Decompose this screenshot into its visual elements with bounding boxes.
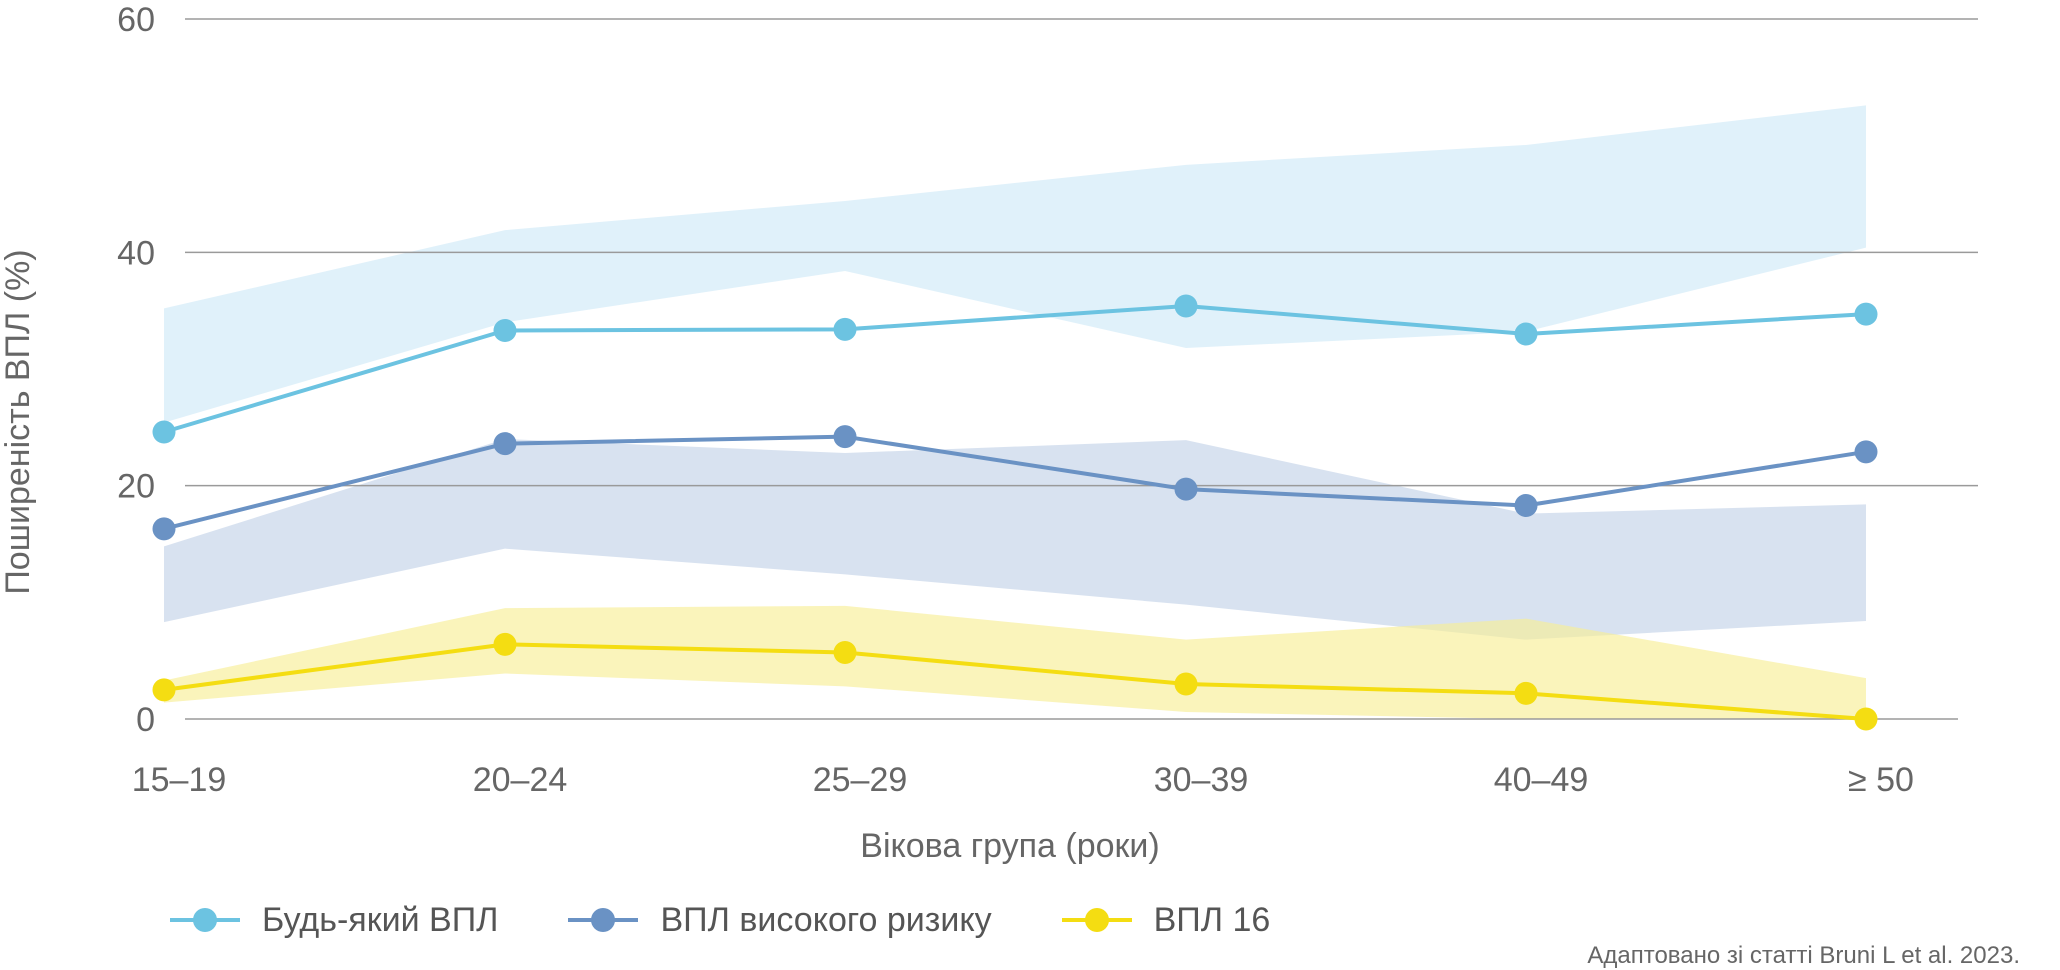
x-tick-1: 15–19 bbox=[132, 761, 227, 799]
point-series-2-6 bbox=[1854, 440, 1878, 464]
point-series-2-5 bbox=[1514, 494, 1538, 517]
legend: Будь-який ВПЛ ВПЛ високого ризику ВПЛ 16 bbox=[170, 895, 1340, 945]
series-line-2 bbox=[163, 434, 1867, 531]
point-series-1-2 bbox=[493, 319, 517, 342]
legend-item-1: Будь-який ВПЛ bbox=[170, 900, 498, 940]
confidence-bands bbox=[164, 105, 1866, 719]
series-line-1 bbox=[163, 304, 1867, 434]
x-axis-title: Вікова група (роки) bbox=[860, 827, 1159, 865]
legend-marker-icon bbox=[568, 900, 639, 940]
point-series-3-1 bbox=[152, 678, 176, 702]
x-tick-3: 25–29 bbox=[813, 761, 908, 799]
legend-marker-icon bbox=[1061, 900, 1132, 940]
legend-label: ВПЛ високого ризику bbox=[660, 900, 992, 939]
point-series-2-4 bbox=[1174, 477, 1198, 501]
series-line-3 bbox=[163, 642, 1867, 721]
data-series bbox=[152, 294, 1878, 731]
legend-marker-icon bbox=[170, 900, 240, 940]
y-axis-title: Поширеність ВПЛ (%) bbox=[0, 249, 37, 594]
x-tick-6: ≥ 50 bbox=[1848, 761, 1914, 799]
point-series-1-3 bbox=[833, 317, 857, 341]
y-tick-0: 0 bbox=[136, 701, 155, 739]
point-series-3-2 bbox=[493, 632, 517, 656]
x-tick-labels: 15–19 20–24 25–29 30–39 40–49 ≥ 50 bbox=[132, 761, 1914, 799]
point-series-1-4 bbox=[1174, 294, 1198, 318]
point-series-3-4 bbox=[1174, 672, 1198, 696]
legend-item-2: ВПЛ високого ризику bbox=[568, 900, 992, 940]
x-tick-2: 20–24 bbox=[473, 761, 568, 799]
source-note: Адаптовано зі статті Bruni L et al. 2023… bbox=[1587, 942, 2020, 969]
band-series-2 bbox=[164, 439, 1866, 640]
x-tick-5: 40–49 bbox=[1494, 761, 1589, 799]
point-series-1-1 bbox=[152, 420, 176, 444]
hpv-prevalence-chart: 0 20 40 60 15–19 20–24 25–29 30–39 40–49 ≥ 50 Ві… bbox=[0, 1, 1978, 865]
y-tick-60: 60 bbox=[117, 1, 155, 39]
y-tick-40: 40 bbox=[117, 234, 155, 272]
y-tick-labels: 0 20 40 60 bbox=[117, 1, 155, 739]
band-series-1 bbox=[164, 105, 1866, 423]
point-series-1-5 bbox=[1514, 322, 1538, 346]
grid-lines bbox=[185, 18, 1978, 720]
point-series-2-3 bbox=[833, 425, 857, 449]
point-series-3-6 bbox=[1854, 707, 1878, 731]
point-series-1-6 bbox=[1854, 302, 1878, 326]
point-series-3-5 bbox=[1514, 681, 1538, 705]
legend-label: Будь-який ВПЛ bbox=[262, 900, 499, 939]
point-series-3-3 bbox=[833, 641, 857, 664]
y-tick-20: 20 bbox=[117, 468, 155, 506]
x-tick-4: 30–39 bbox=[1154, 761, 1249, 799]
legend-item-3: ВПЛ 16 bbox=[1061, 900, 1271, 940]
point-series-2-2 bbox=[493, 432, 517, 456]
point-series-2-1 bbox=[152, 517, 176, 541]
legend-label: ВПЛ 16 bbox=[1153, 900, 1271, 939]
